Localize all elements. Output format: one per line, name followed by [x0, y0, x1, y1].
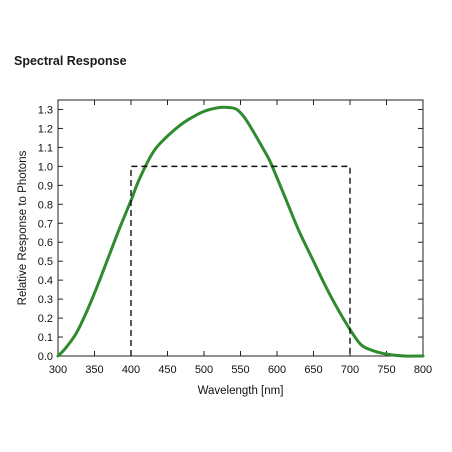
page-title: Spectral Response [14, 54, 127, 68]
x-tick-label: 750 [377, 364, 395, 376]
y-axis-title: Relative Response to Photons [17, 150, 29, 305]
response-curve [56, 105, 425, 358]
y-tick-label: 0.0 [38, 351, 53, 363]
y-tick-label: 1.3 [38, 104, 53, 116]
x-tick-label: 550 [231, 364, 249, 376]
x-tick-label: 650 [304, 364, 322, 376]
y-tick-label: 0.2 [38, 313, 53, 325]
y-tick-label: 0.5 [38, 256, 53, 268]
y-tick-label: 0.7 [38, 218, 53, 230]
y-tick-label: 0.1 [38, 332, 53, 344]
x-tick-label: 350 [85, 364, 103, 376]
x-tick-label: 300 [49, 364, 67, 376]
x-tick-label: 700 [341, 364, 359, 376]
y-tick-label: 0.3 [38, 294, 53, 306]
x-tick-label: 450 [158, 364, 176, 376]
x-axis-title: Wavelength [nm] [198, 385, 284, 397]
y-tick-label: 0.4 [38, 275, 53, 287]
x-tick-label: 500 [195, 364, 213, 376]
y-tick-label: 0.9 [38, 180, 53, 192]
x-tick-label: 400 [122, 364, 140, 376]
y-tick-label: 1.2 [38, 123, 53, 135]
y-tick-label: 1.1 [38, 142, 53, 154]
x-tick-label: 600 [268, 364, 286, 376]
y-tick-label: 1.0 [38, 161, 53, 173]
y-tick-label: 0.8 [38, 199, 53, 211]
plot-frame [57, 99, 424, 357]
reference-window-dashed [130, 165, 351, 356]
y-tick-label: 0.6 [38, 237, 53, 249]
x-tick-label: 800 [414, 364, 432, 376]
